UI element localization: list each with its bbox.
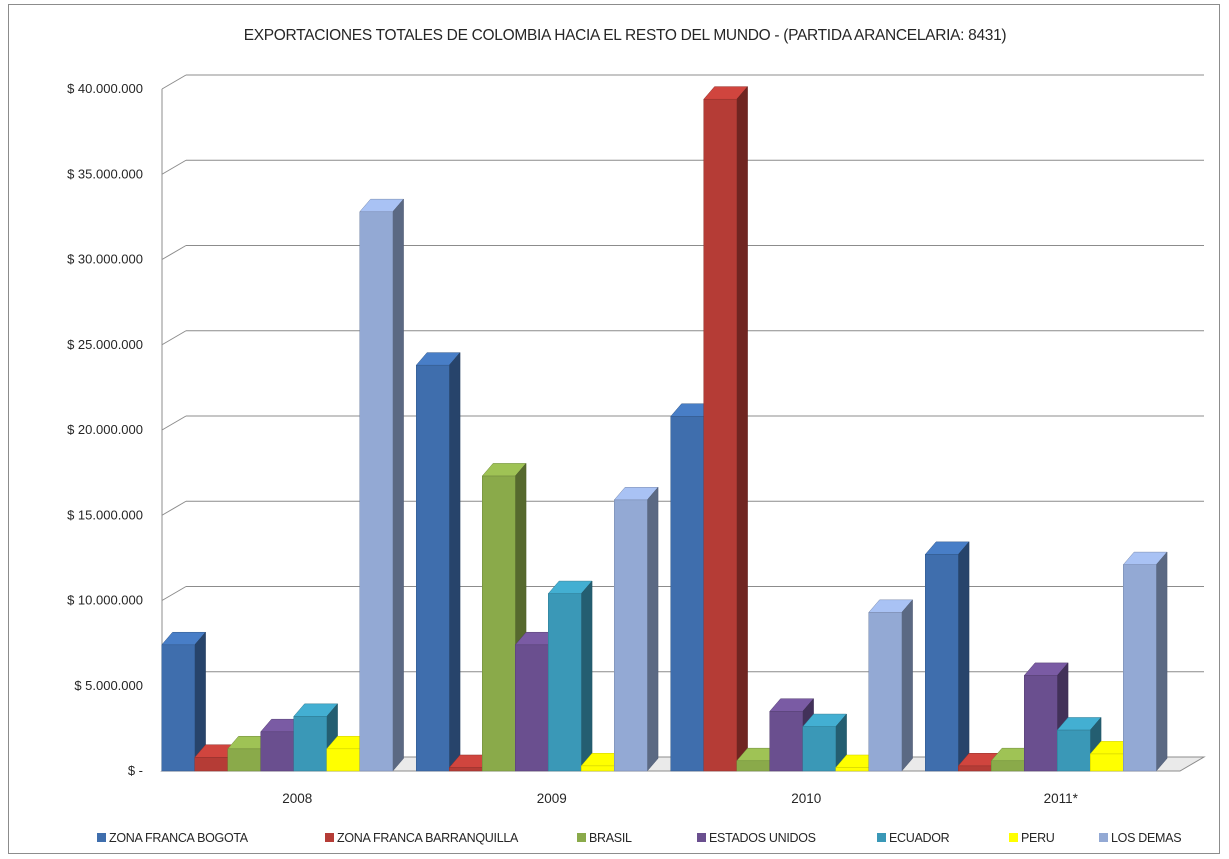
bar-front: [1024, 675, 1058, 772]
y-tick-label: $ 40.000.000: [67, 81, 143, 96]
legend-item: ECUADOR: [877, 831, 950, 845]
x-tick-label: 2009: [537, 791, 567, 806]
bar-side: [647, 486, 659, 772]
bar-front: [802, 726, 836, 772]
bar-front: [670, 416, 704, 772]
bar: [703, 85, 749, 772]
legend-label: ECUADOR: [889, 831, 950, 845]
legend-swatch: [577, 833, 586, 842]
legend-swatch: [1009, 833, 1018, 842]
gridline-side: [161, 74, 187, 90]
legend-item: BRASIL: [577, 831, 632, 845]
bar-front: [161, 644, 195, 772]
gridline-side: [161, 500, 187, 516]
x-tick-label: 2011*: [1044, 791, 1079, 806]
bar-front: [769, 711, 803, 772]
bar-side: [901, 599, 913, 772]
bar: [924, 541, 970, 772]
legend-label: PERU: [1021, 831, 1055, 845]
bar-front: [515, 644, 549, 772]
legend-label: ZONA FRANCA BOGOTA: [109, 831, 249, 845]
bar-side: [958, 541, 970, 772]
bar-front: [194, 757, 228, 772]
y-tick-label: $ 15.000.000: [67, 507, 143, 522]
y-tick-label: $ 20.000.000: [67, 422, 143, 437]
gridline-side: [161, 330, 187, 346]
bar: [161, 631, 207, 772]
bar-front: [868, 612, 902, 772]
bar-front: [991, 760, 1025, 772]
y-tick-label: $ 35.000.000: [67, 166, 143, 181]
bar-front: [736, 760, 770, 772]
bar-front: [1090, 753, 1124, 772]
y-tick-label: $ -: [128, 763, 143, 778]
y-tick-label: $ 5.000.000: [74, 678, 143, 693]
bar: [415, 351, 461, 772]
bar: [613, 486, 659, 772]
bar-side: [581, 580, 593, 772]
bar-front: [614, 499, 648, 772]
y-axis: $ - $ 5.000.000 $ 10.000.000 $ 15.000.000 $ …: [67, 81, 163, 778]
bar-front: [1123, 564, 1157, 772]
bar-front: [703, 98, 737, 772]
bar-front: [416, 364, 450, 772]
legend-item: LOS DEMAS: [1099, 831, 1182, 845]
legend-item: ZONA FRANCA BARRANQUILLA: [325, 831, 519, 845]
bar-front: [293, 716, 327, 772]
bar-side: [1156, 551, 1168, 772]
bar-side: [736, 85, 748, 772]
chart-title: EXPORTACIONES TOTALES DE COLOMBIA HACIA …: [244, 27, 1007, 44]
x-tick-label: 2010: [791, 791, 821, 806]
legend-label: ZONA FRANCA BARRANQUILLA: [337, 831, 519, 845]
bar-front: [227, 748, 261, 772]
bar-front: [482, 475, 516, 772]
bar-front: [548, 593, 582, 772]
legend-swatch: [877, 833, 886, 842]
bar-front: [260, 731, 294, 772]
legend-label: BRASIL: [589, 831, 632, 845]
bar: [868, 599, 914, 772]
chart-svg: EXPORTACIONES TOTALES DE COLOMBIA HACIA …: [67, 27, 1206, 845]
gridline-side: [161, 586, 187, 601]
bar-front: [958, 765, 992, 772]
gridline-side: [161, 415, 187, 431]
bar-front: [925, 554, 959, 772]
gridline-side: [161, 245, 187, 260]
legend-swatch: [97, 833, 106, 842]
legend-label: LOS DEMAS: [1111, 831, 1181, 845]
chart-frame: EXPORTACIONES TOTALES DE COLOMBIA HACIA …: [8, 4, 1220, 854]
bar: [1122, 551, 1168, 772]
y-tick-label: $ 30.000.000: [67, 252, 143, 267]
legend-label: ESTADOS UNIDOS: [709, 831, 816, 845]
legend: ZONA FRANCA BOGOTA ZONA FRANCA BARRANQUIL…: [97, 831, 1182, 845]
bar-front: [835, 767, 869, 772]
legend-item: PERU: [1009, 831, 1055, 845]
gridline-side: [161, 159, 187, 175]
bar-side: [392, 198, 404, 772]
bar: [359, 198, 405, 772]
y-tick-label: $ 10.000.000: [67, 593, 143, 608]
y-tick-label: $ 25.000.000: [67, 337, 143, 352]
bar: [547, 580, 593, 772]
bar: [802, 713, 848, 772]
bars: [161, 85, 1168, 772]
bar-front: [359, 211, 393, 772]
bar-front: [581, 765, 615, 772]
legend-swatch: [325, 833, 334, 842]
bar-side: [449, 351, 461, 772]
legend-item: ESTADOS UNIDOS: [697, 831, 816, 845]
bar-front: [449, 767, 483, 772]
legend-swatch: [697, 833, 706, 842]
legend-swatch: [1099, 833, 1108, 842]
bar-front: [326, 748, 360, 772]
legend-item: ZONA FRANCA BOGOTA: [97, 831, 249, 845]
x-axis-labels: 2008 2009 2010 2011*: [282, 791, 1078, 806]
bar-front: [1057, 729, 1091, 772]
x-tick-label: 2008: [282, 791, 312, 806]
